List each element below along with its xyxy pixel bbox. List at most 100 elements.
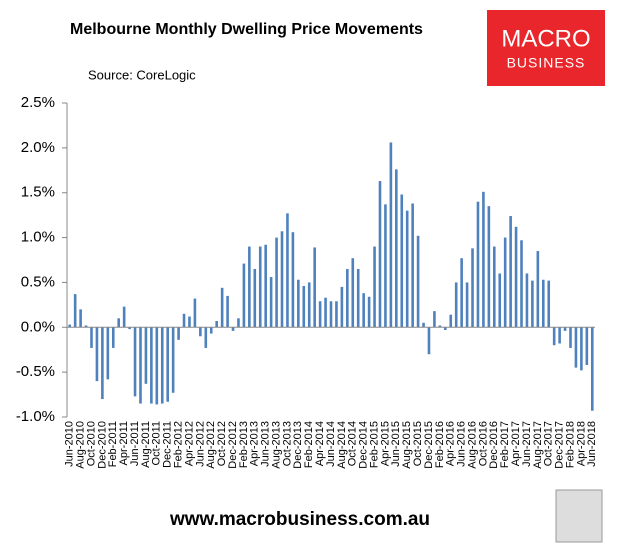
bar [324,297,327,328]
x-tick-label: Apr-2015 [379,421,391,466]
bar [405,210,409,328]
bar [79,309,82,328]
x-tick-label: Oct-2011 [151,421,163,465]
x-tick-label: Aug-2013 [270,421,282,469]
bar [286,213,289,328]
chart-subtitle: Source: CoreLogic [88,67,196,82]
bar [307,282,311,328]
bar [400,194,404,328]
bar [275,237,278,328]
x-tick-label: Dec-2014 [358,421,370,469]
x-tick-label: Feb-2018 [564,421,576,468]
bar [264,244,267,328]
x-tick-label: Feb-2012 [172,421,184,468]
bar [253,268,257,328]
x-tick-label: Oct-2013 [281,421,293,466]
bar [389,142,393,328]
x-tick-label: Jun-2012 [194,421,206,467]
bar [346,268,349,328]
bar [117,318,121,328]
x-tick-label: Jun-2014 [325,421,337,467]
x-tick-label: Apr-2018 [575,421,587,466]
bar [220,287,224,328]
bar [541,279,545,328]
chart-title: Melbourne Monthly Dwelling Price Movemen… [70,21,423,38]
bar [291,232,295,328]
bar [182,313,186,328]
bar [193,298,197,328]
bar [416,235,420,328]
bar [150,327,153,404]
bar [422,322,425,328]
y-tick-label: 2.0% [21,139,55,156]
x-tick-label: Aug-2014 [336,421,348,469]
bar [531,280,534,328]
x-tick-label: Feb-2011 [107,421,119,467]
x-tick-label: Apr-2013 [249,421,261,466]
bar [509,216,512,328]
bar [503,237,507,328]
bar [427,327,431,355]
bar [590,327,594,411]
x-tick-label: Oct-2016 [477,421,489,466]
bar [411,203,414,328]
bar [487,206,491,328]
bar [204,327,208,348]
bar [122,306,126,328]
x-tick-label: Aug-2017 [532,421,544,469]
bar [438,325,442,328]
bar [563,327,567,331]
bar [226,295,229,328]
x-tick-label: Aug-2015 [401,421,413,469]
x-tick-label: Oct-2017 [543,421,555,466]
bar [340,286,344,328]
bar [433,311,436,328]
x-tick-label: Apr-2011 [118,421,130,465]
bar [133,327,137,397]
x-tick-label: Oct-2015 [412,421,424,466]
x-tick-label: Feb-2013 [238,421,250,468]
bar [525,273,529,328]
bar [536,251,540,328]
logo-text: BUSINESS [507,55,586,71]
bar [215,321,218,328]
bar [95,327,99,382]
bar [520,240,523,328]
bar [373,246,376,328]
bar [248,246,251,328]
x-tick-label: Oct-2014 [347,421,359,466]
x-tick-label: Jun-2017 [521,421,533,467]
bar [101,327,104,400]
x-tick-label: Dec-2010 [96,421,108,469]
logo-box [487,10,605,86]
x-tick-label: Dec-2016 [488,421,500,469]
bar [166,327,170,402]
bar [318,301,322,328]
bar [585,327,589,365]
x-tick-label: Aug-2016 [466,421,478,469]
bar [492,246,496,328]
x-tick-label: Dec-2012 [227,421,239,469]
y-tick-label: -1.0% [16,408,55,425]
bar [242,263,246,328]
bar [362,293,365,328]
y-tick-label: 1.5% [21,184,55,201]
x-tick-label: Dec-2017 [554,421,566,469]
bar [574,327,578,368]
bar [155,327,159,405]
x-tick-label: Aug-2012 [205,421,217,469]
bar [199,327,202,337]
bar [547,280,551,328]
bar [580,327,583,371]
x-tick-label: Feb-2016 [434,421,446,468]
y-tick-label: -0.5% [16,363,55,380]
bar [302,286,306,328]
bar [106,327,110,380]
bar [558,327,561,344]
x-tick-label: Aug-2011 [140,421,152,468]
bar [188,316,191,328]
x-tick-label: Dec-2013 [292,421,304,469]
x-tick-label: Jun-2011 [129,421,141,466]
bar [476,201,480,328]
x-tick-label: Feb-2014 [303,421,315,468]
